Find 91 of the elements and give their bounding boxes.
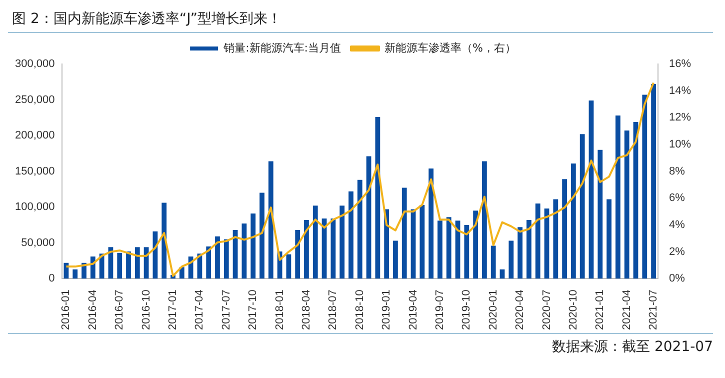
bar — [295, 230, 300, 279]
y2-tick-label: 2% — [668, 246, 686, 258]
bar — [134, 247, 140, 279]
bar — [304, 220, 309, 279]
legend-label: 新能源车渗透率（%，右） — [384, 41, 516, 54]
bar — [526, 220, 532, 279]
x-tick-label: 2017-07 — [220, 290, 232, 330]
bar — [330, 218, 336, 279]
bar — [482, 161, 487, 279]
bar — [446, 217, 452, 279]
bar — [651, 84, 656, 279]
bar — [508, 240, 514, 279]
bar — [250, 214, 256, 279]
bar — [428, 168, 434, 279]
bar — [464, 224, 470, 279]
y-tick-label: 100,000 — [14, 201, 55, 214]
y2-tick-label: 4% — [668, 219, 686, 232]
bar — [312, 206, 318, 279]
y-tick-label: 0 — [48, 272, 55, 285]
bar — [615, 116, 620, 279]
bar — [162, 202, 167, 279]
bar — [286, 254, 292, 279]
x-tick-label: 2016-10 — [140, 290, 152, 330]
bar — [490, 246, 496, 279]
y2-tick-label: 8% — [668, 165, 686, 178]
bar — [215, 236, 220, 279]
x-tick-label: 2017-01 — [167, 290, 180, 330]
bar — [99, 254, 104, 279]
x-tick-label: 2020-10 — [567, 290, 580, 330]
x-tick-label: 2017-04 — [194, 290, 206, 330]
bar — [473, 210, 478, 279]
bar — [179, 267, 184, 279]
x-tick-label: 2019-04 — [407, 290, 420, 330]
bar — [535, 204, 540, 279]
y-tick-label: 150,000 — [14, 165, 55, 178]
legend-label: 销量:新能源汽车:当月值 — [222, 41, 341, 54]
x-tick-label: 2019-07 — [434, 290, 446, 330]
bar — [518, 227, 522, 279]
x-tick-label: 2020-01 — [487, 290, 500, 330]
x-tick-label: 2021-04 — [620, 290, 633, 330]
x-tick-label: 2016-01 — [60, 290, 72, 330]
bar — [357, 180, 362, 279]
x-tick-label: 2020-07 — [540, 290, 553, 330]
x-tick-label: 2018-01 — [274, 290, 286, 330]
bar — [553, 199, 558, 279]
x-tick-label: 2021-07 — [648, 290, 660, 330]
bar — [260, 192, 264, 279]
bar — [340, 206, 345, 279]
bar — [606, 199, 612, 279]
bar — [402, 188, 407, 279]
bar — [242, 224, 247, 279]
bar — [571, 163, 576, 279]
y2-tick-label: 12% — [668, 112, 692, 124]
x-tick-label: 2016-04 — [86, 290, 99, 330]
y2-tick-label: 10% — [668, 138, 692, 151]
bar — [268, 161, 274, 279]
bar — [598, 150, 603, 279]
bar — [562, 179, 567, 279]
bar — [197, 254, 202, 279]
x-tick-label: 2019-10 — [460, 290, 473, 330]
bar — [117, 252, 122, 279]
bar — [642, 94, 648, 279]
source-note: 数据来源：截至 2021-07 — [551, 338, 713, 356]
x-tick-label: 2020-04 — [514, 290, 526, 330]
x-tick-label: 2018-04 — [300, 290, 313, 330]
bar — [438, 220, 442, 279]
bar — [126, 251, 131, 279]
chart-title: 图 2：国内新能源车渗透率“J”型增长到来！ — [8, 8, 713, 33]
y2-tick-label: 16% — [668, 58, 692, 70]
bar — [72, 269, 78, 279]
bar — [348, 191, 354, 279]
y2-tick-label: 14% — [668, 84, 692, 97]
bar — [624, 130, 630, 279]
y-tick-label: 50,000 — [21, 236, 55, 249]
y2-tick-label: 6% — [668, 192, 686, 204]
x-tick-label: 2018-07 — [327, 290, 340, 330]
y-tick-label: 250,000 — [14, 94, 55, 106]
bar — [420, 204, 425, 279]
x-tick-label: 2019-01 — [380, 290, 393, 330]
y-tick-label: 200,000 — [14, 130, 55, 142]
bar — [375, 116, 380, 279]
x-tick-label: 2021-01 — [594, 290, 606, 330]
y2-tick-label: 0% — [668, 272, 686, 285]
x-tick-label: 2016-07 — [114, 290, 126, 330]
x-tick-label: 2018-10 — [354, 290, 366, 330]
bar — [393, 240, 398, 279]
bar — [206, 246, 212, 279]
y-tick-label: 300,000 — [14, 58, 55, 70]
bar — [580, 134, 585, 279]
x-tick-label: 2017-10 — [247, 290, 260, 330]
bar — [224, 239, 229, 279]
